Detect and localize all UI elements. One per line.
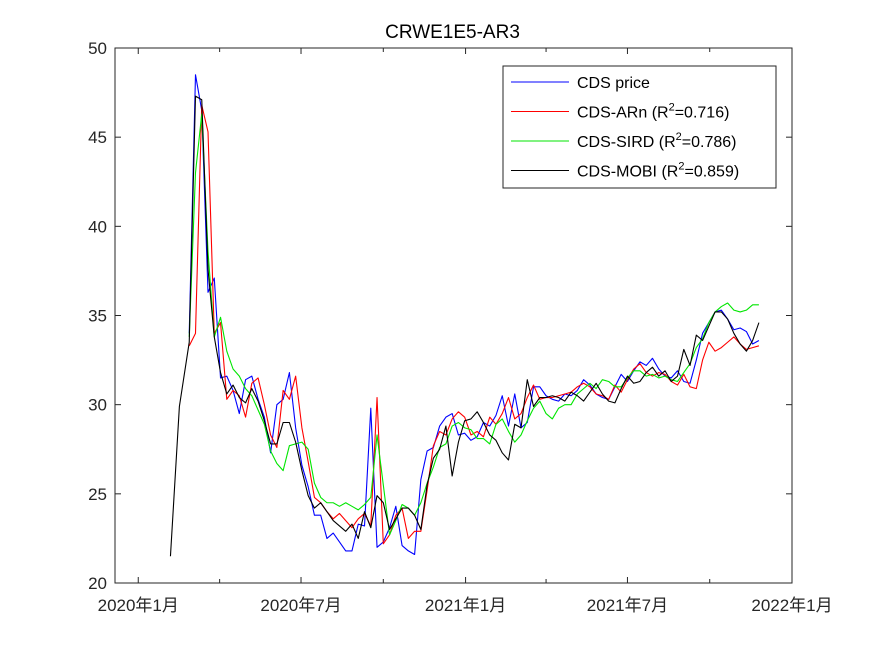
series-line-2 [188,113,759,536]
x-tick-label-3: 2021年7月 [587,596,668,615]
x-tick-label-4: 2022年1月 [751,596,832,615]
y-tick-label-2: 30 [88,396,107,415]
legend-label-0: CDS price [577,75,650,92]
y-tick-label-1: 25 [88,485,107,504]
legend-label-2: CDS-SIRD (R2=0.786) [577,131,737,151]
chart-title: CRWE1E5-AR3 [385,22,520,43]
legend-label-3: CDS-MOBI (R2=0.859) [577,161,739,181]
y-tick-label-6: 50 [88,39,107,58]
legend-label-1: CDS-ARn (R2=0.716) [577,102,729,122]
legend: CDS price CDS-ARn (R2=0.716) CDS-SIRD (R2=… [502,65,777,189]
y-tick-label-5: 45 [88,128,107,147]
y-tick-label-3: 35 [88,307,107,326]
y-tick-label-0: 20 [88,574,107,593]
legend-box [502,65,777,189]
series-line-0 [188,74,760,556]
axes-layer: 20 25 30 35 40 45 50 2020年1月 2020年7月 2021年1月 2021年… [88,39,833,615]
x-tick-label-0: 2020年1月 [98,596,179,615]
y-tick-label-4: 40 [88,217,107,236]
series-layer [169,74,760,557]
x-tick-label-2: 2021年1月 [425,596,506,615]
x-tick-label-1: 2020年7月 [260,596,341,615]
series-line-3 [169,95,760,557]
